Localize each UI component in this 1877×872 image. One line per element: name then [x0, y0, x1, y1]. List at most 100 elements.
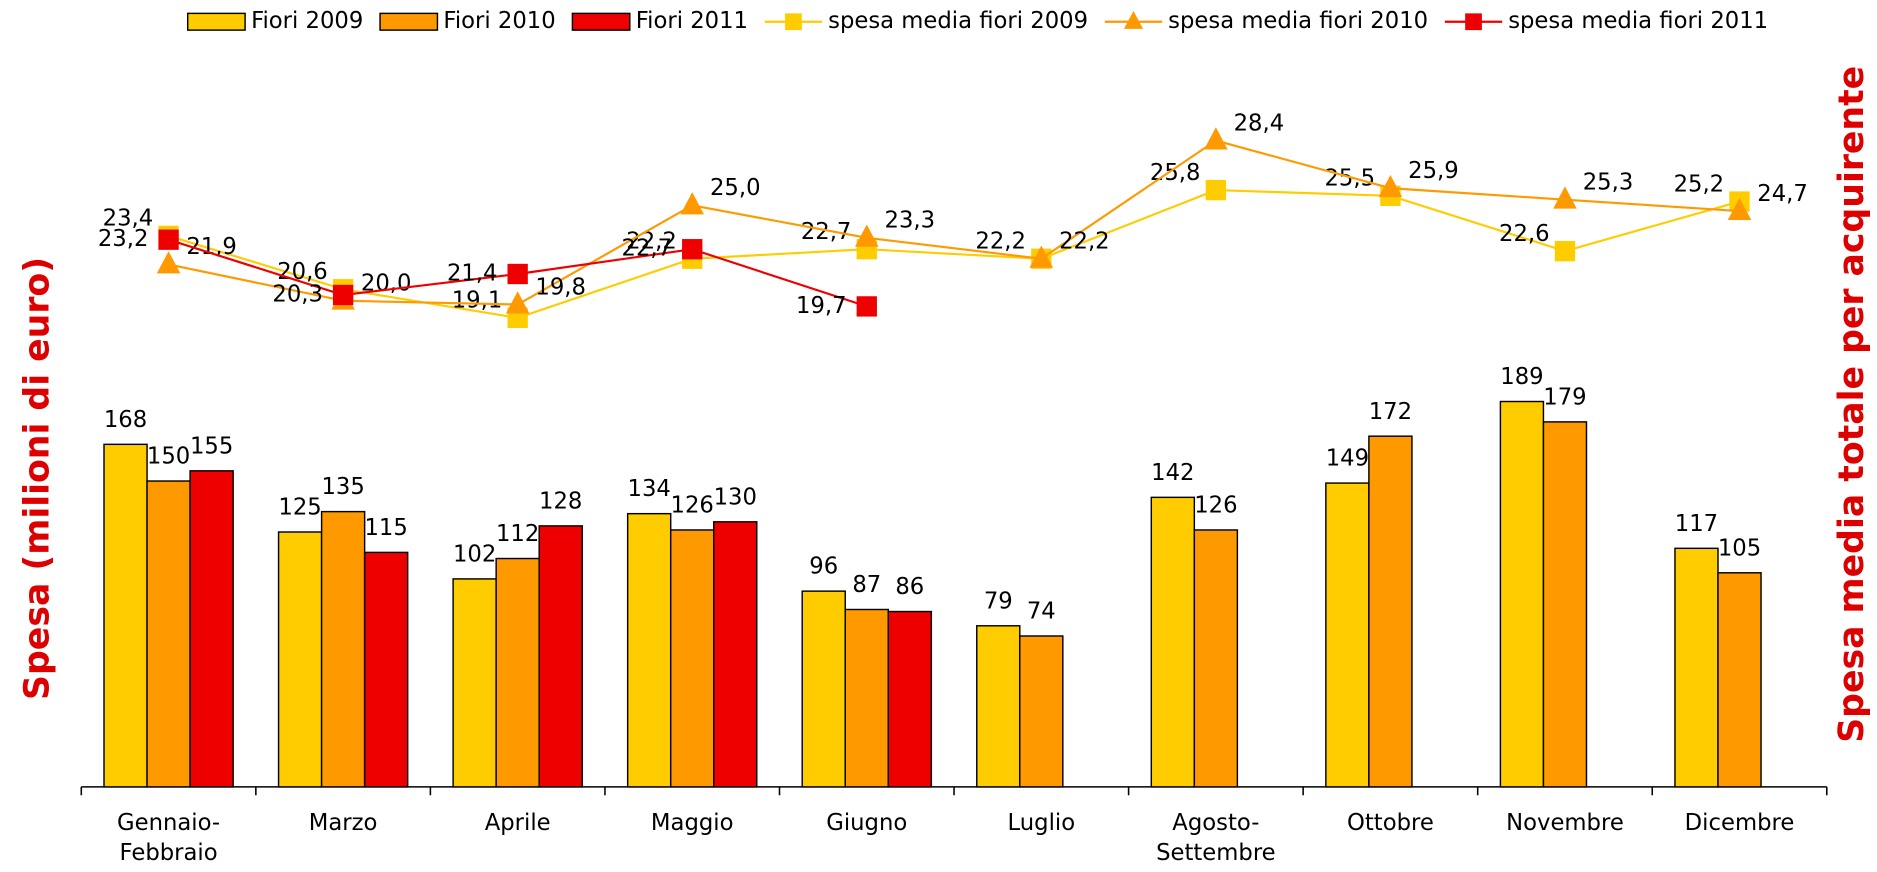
- line-marker: [856, 296, 877, 317]
- bar-value-label: 126: [1194, 493, 1237, 519]
- legend-swatch: [571, 12, 631, 31]
- line-marker: [156, 251, 181, 274]
- bar-value-label: 102: [453, 541, 496, 567]
- bar: [277, 531, 323, 788]
- line-value-label: 28,4: [1234, 110, 1285, 136]
- bar: [976, 625, 1021, 788]
- x-tick-label: Aprile: [484, 809, 551, 836]
- bar-value-label: 96: [809, 554, 838, 580]
- legend-swatch: [186, 12, 246, 31]
- bar: [1325, 482, 1370, 788]
- bar: [363, 551, 409, 788]
- line-value-label: 25,2: [1674, 171, 1725, 197]
- x-tick-label: Marzo: [308, 809, 378, 836]
- line-value-label: 21,4: [447, 261, 498, 287]
- x-tick-label-box: Maggio: [650, 809, 734, 836]
- x-tick-label-box: Agosto-Settembre: [1156, 809, 1276, 866]
- line-marker: [855, 224, 879, 247]
- line-value-label: 22,7: [801, 219, 852, 245]
- bar-value-label: 126: [671, 493, 714, 519]
- line-value-label: 23,2: [98, 226, 149, 252]
- bar-value-label: 130: [714, 484, 757, 510]
- x-tick-label-box: Dicembre: [1684, 809, 1795, 836]
- bar: [538, 525, 583, 788]
- bar-value-label: 112: [496, 521, 539, 547]
- x-tick-label-box: Gennaio-Febbraio: [116, 809, 221, 866]
- bar: [1019, 635, 1064, 788]
- bar: [1368, 435, 1413, 788]
- line-value-label: 22,2: [1059, 229, 1110, 255]
- bar-value-label: 179: [1543, 384, 1586, 410]
- line-marker: [1553, 186, 1577, 209]
- bar-value-label: 168: [104, 407, 147, 433]
- bar: [320, 510, 366, 788]
- line-value-label: 19,1: [452, 288, 503, 314]
- line-value-label: 22,6: [1499, 221, 1550, 247]
- line-value-label: 25,5: [1324, 166, 1375, 192]
- x-tick-label-box: Luglio: [1007, 809, 1076, 836]
- bar-value-label: 115: [364, 515, 407, 541]
- bar: [1150, 496, 1196, 788]
- line-value-label: 23,4: [103, 206, 154, 232]
- x-tick-label: Maggio: [650, 809, 734, 836]
- x-tick-label-box: Aprile: [484, 809, 551, 836]
- x-tick-label: Agosto-Settembre: [1156, 809, 1276, 866]
- legend-marker: [1123, 10, 1144, 29]
- bar: [1542, 421, 1588, 788]
- bar: [887, 610, 933, 788]
- x-tick-label: Ottobre: [1347, 809, 1434, 836]
- line-marker: [505, 291, 530, 314]
- x-tick-label: Gennaio-Febbraio: [116, 809, 221, 866]
- bar: [1499, 400, 1545, 788]
- bar-value-label: 149: [1326, 446, 1369, 472]
- line-value-label: 22,7: [622, 236, 673, 262]
- legend-label: spesa media fiori 2009: [828, 8, 1088, 34]
- bar: [1717, 572, 1762, 788]
- line-value-label: 19,7: [796, 293, 847, 319]
- line-value-label: 25,3: [1583, 169, 1634, 195]
- bar-value-label: 105: [1718, 535, 1761, 561]
- legend-marker: [785, 13, 802, 31]
- bar-value-label: 155: [190, 433, 233, 459]
- bar: [103, 443, 148, 788]
- x-tick-label: Giugno: [826, 809, 908, 836]
- legend-label: Fiori 2009: [251, 8, 363, 34]
- bar: [1193, 529, 1239, 788]
- bar-value-label: 117: [1675, 511, 1718, 537]
- bar: [452, 578, 497, 788]
- legend-label: spesa media fiori 2010: [1168, 8, 1428, 34]
- x-tick-label: Novembre: [1506, 809, 1624, 836]
- x-tick-label-box: Giugno: [826, 809, 908, 836]
- legend-label: Fiori 2011: [636, 8, 748, 34]
- bar-value-label: 142: [1151, 460, 1194, 486]
- legend-swatch: [379, 12, 439, 31]
- bar-value-label: 172: [1369, 399, 1412, 425]
- line-marker: [1727, 197, 1752, 221]
- line-value-label: 22,2: [626, 229, 677, 255]
- bar: [189, 470, 234, 788]
- line-marker: [1378, 174, 1403, 198]
- bar-value-label: 79: [984, 588, 1013, 614]
- y2-axis-title: Spesa media totale per acquirente: [1832, 66, 1872, 743]
- y-axis-title: Spesa (milioni di euro): [17, 257, 57, 700]
- line-marker: [680, 192, 704, 215]
- bar: [495, 557, 540, 788]
- bar: [626, 512, 672, 788]
- bar: [1674, 547, 1719, 788]
- x-tick-label-box: Ottobre: [1347, 809, 1434, 836]
- line-value-label: 25,0: [710, 175, 761, 201]
- x-tick-label: Luglio: [1007, 809, 1076, 836]
- line-value-label: 20,3: [272, 281, 323, 307]
- line-marker: [507, 263, 528, 285]
- bar: [844, 608, 890, 788]
- line-value-label: 25,9: [1408, 158, 1459, 184]
- x-tick-label: Dicembre: [1684, 809, 1795, 836]
- line-value-label: 23,3: [885, 208, 936, 234]
- bar-value-label: 135: [321, 474, 364, 500]
- bar-value-label: 189: [1500, 364, 1543, 390]
- bar-value-label: 125: [278, 495, 321, 521]
- line-value-label: 25,8: [1150, 160, 1201, 186]
- line-marker: [682, 239, 703, 260]
- legend-label: Fiori 2010: [443, 8, 555, 34]
